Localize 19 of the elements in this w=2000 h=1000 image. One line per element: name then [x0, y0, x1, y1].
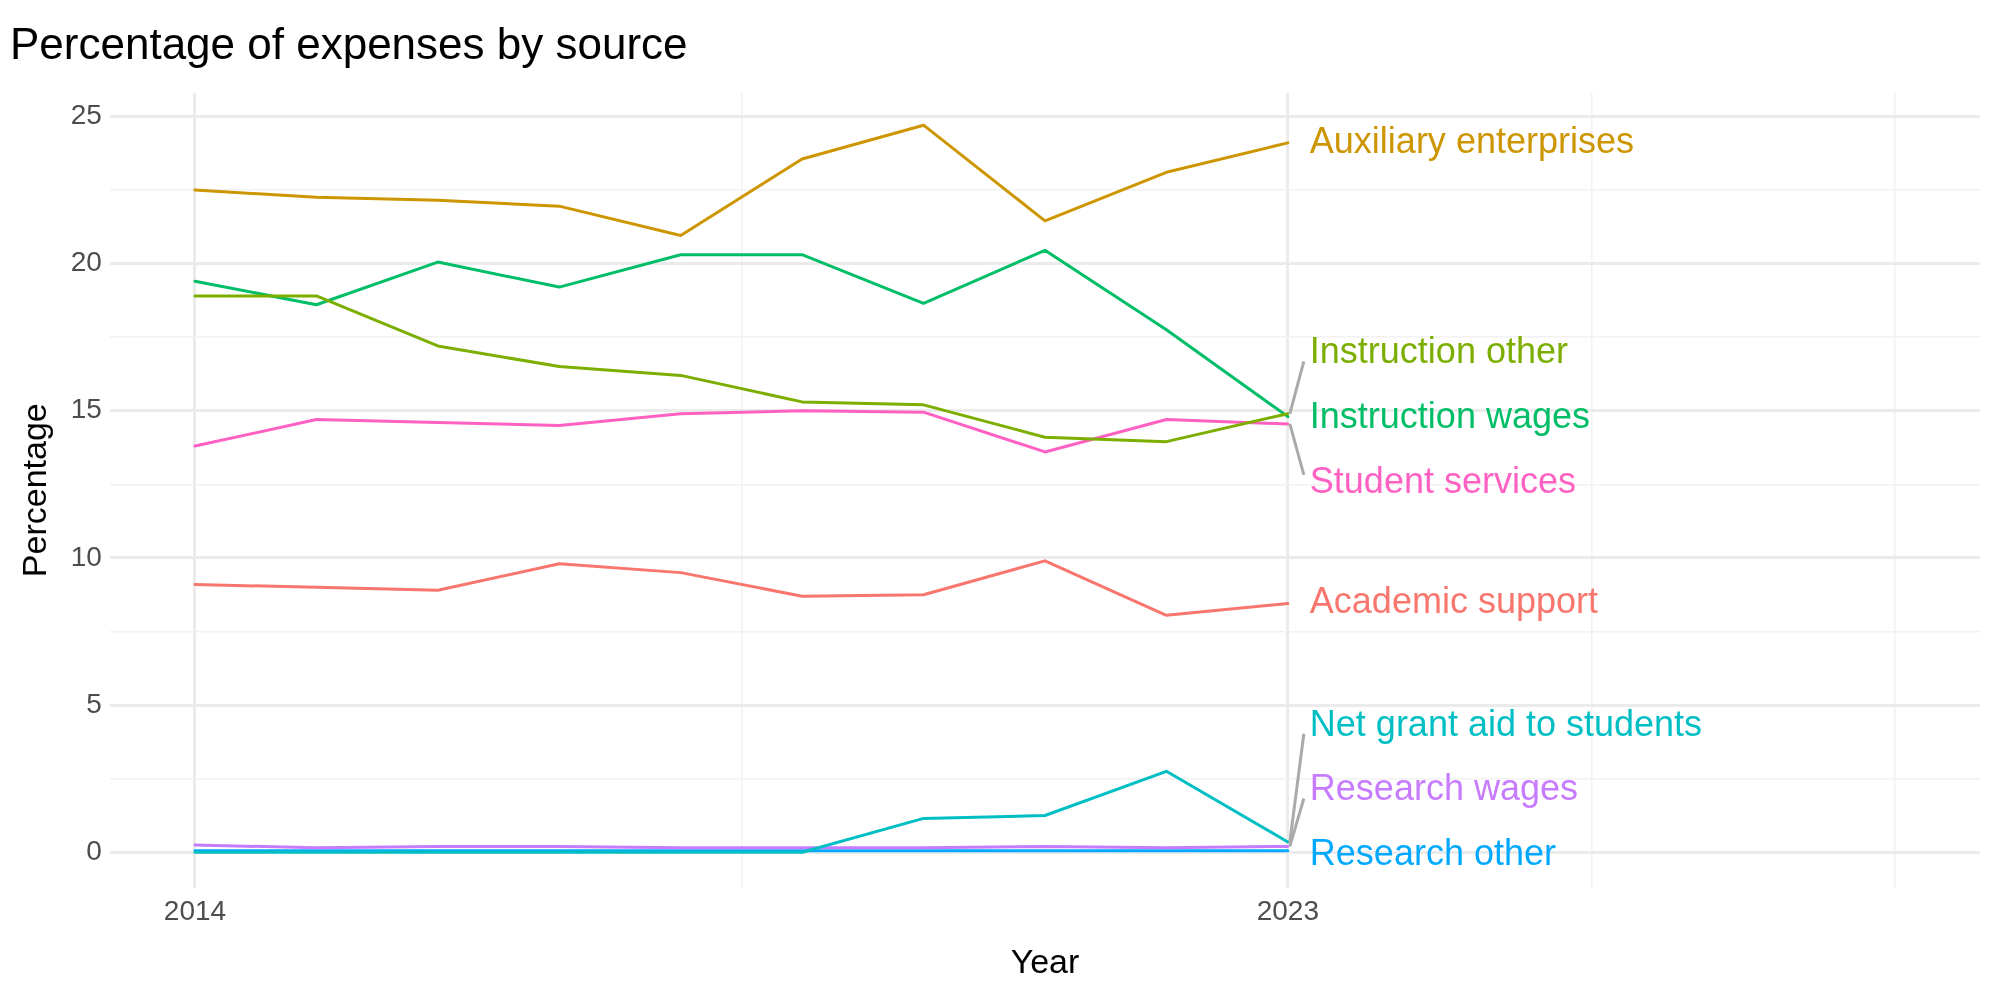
y-tick-label: 25	[70, 99, 102, 131]
y-tick-label: 15	[70, 393, 102, 425]
series-label: Instruction other	[1309, 330, 1568, 372]
x-tick-label: 2023	[1256, 895, 1319, 927]
y-tick-label: 5	[86, 687, 102, 719]
y-tick-label: 10	[70, 540, 102, 572]
series-label: Instruction wages	[1309, 395, 1590, 436]
chart-title: Percentage of expenses by source	[10, 18, 688, 68]
y-tick-label: 20	[70, 246, 102, 278]
x-axis-title: Year	[1010, 941, 1080, 980]
series-label: Auxiliary enterprises	[1309, 119, 1634, 161]
series-label: Research wages	[1309, 767, 1578, 809]
y-axis-title: Percentage	[14, 403, 53, 578]
x-tick-label: 2014	[163, 895, 227, 927]
series-label: Research other	[1309, 832, 1556, 874]
series-label: Student services	[1309, 459, 1576, 501]
text: Net grant aid to students	[1309, 702, 1703, 744]
series-label: Academic support	[1309, 580, 1598, 622]
y-tick-label: 0	[86, 834, 102, 866]
